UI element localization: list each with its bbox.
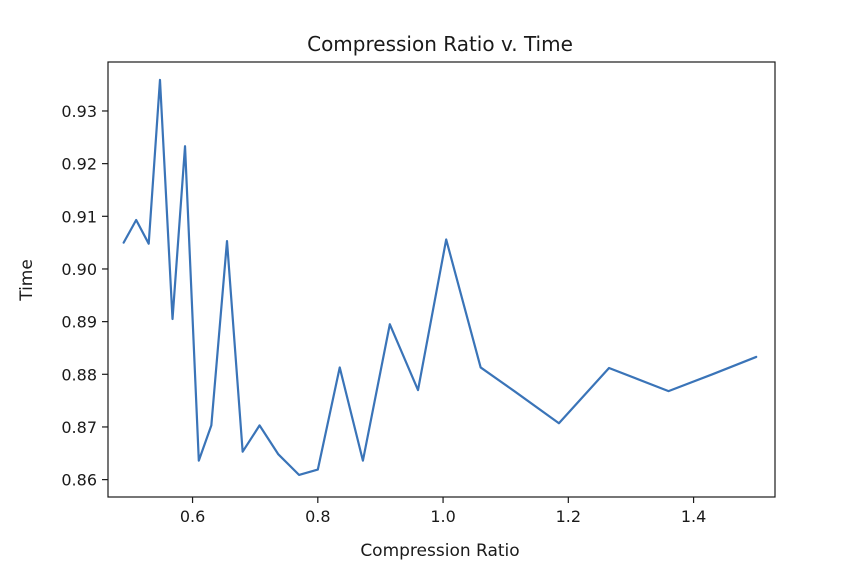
x-tick-label: 0.6 — [180, 507, 205, 526]
y-tick-label: 0.91 — [61, 207, 97, 226]
y-tick-label: 0.87 — [61, 418, 97, 437]
series-line — [122, 78, 758, 476]
x-tick-label: 0.8 — [305, 507, 330, 526]
y-axis-label: Time — [17, 259, 37, 302]
y-tick-label: 0.86 — [61, 471, 97, 490]
y-tick-label: 0.88 — [61, 365, 97, 384]
x-tick-label: 1.0 — [430, 507, 455, 526]
y-tick-label: 0.89 — [61, 313, 97, 332]
x-tick-label: 1.4 — [681, 507, 706, 526]
chart-title: Compression Ratio v. Time — [307, 32, 573, 56]
y-tick-label: 0.93 — [61, 102, 97, 121]
x-tick-label: 1.2 — [556, 507, 581, 526]
plot-area-frame — [107, 61, 776, 498]
y-tick-label: 0.90 — [61, 260, 97, 279]
x-axis-label: Compression Ratio — [360, 541, 519, 561]
y-tick-label: 0.92 — [61, 155, 97, 174]
